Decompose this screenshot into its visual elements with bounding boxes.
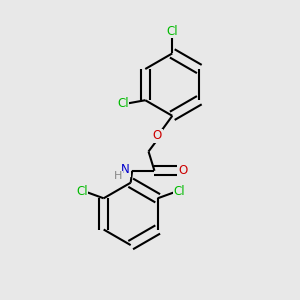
Text: Cl: Cl [167, 25, 178, 38]
Text: N: N [121, 163, 130, 176]
Text: Cl: Cl [174, 185, 185, 198]
Text: Cl: Cl [117, 97, 129, 110]
Text: Cl: Cl [76, 185, 88, 198]
Text: O: O [179, 164, 188, 177]
Text: H: H [114, 171, 123, 181]
Text: O: O [153, 129, 162, 142]
